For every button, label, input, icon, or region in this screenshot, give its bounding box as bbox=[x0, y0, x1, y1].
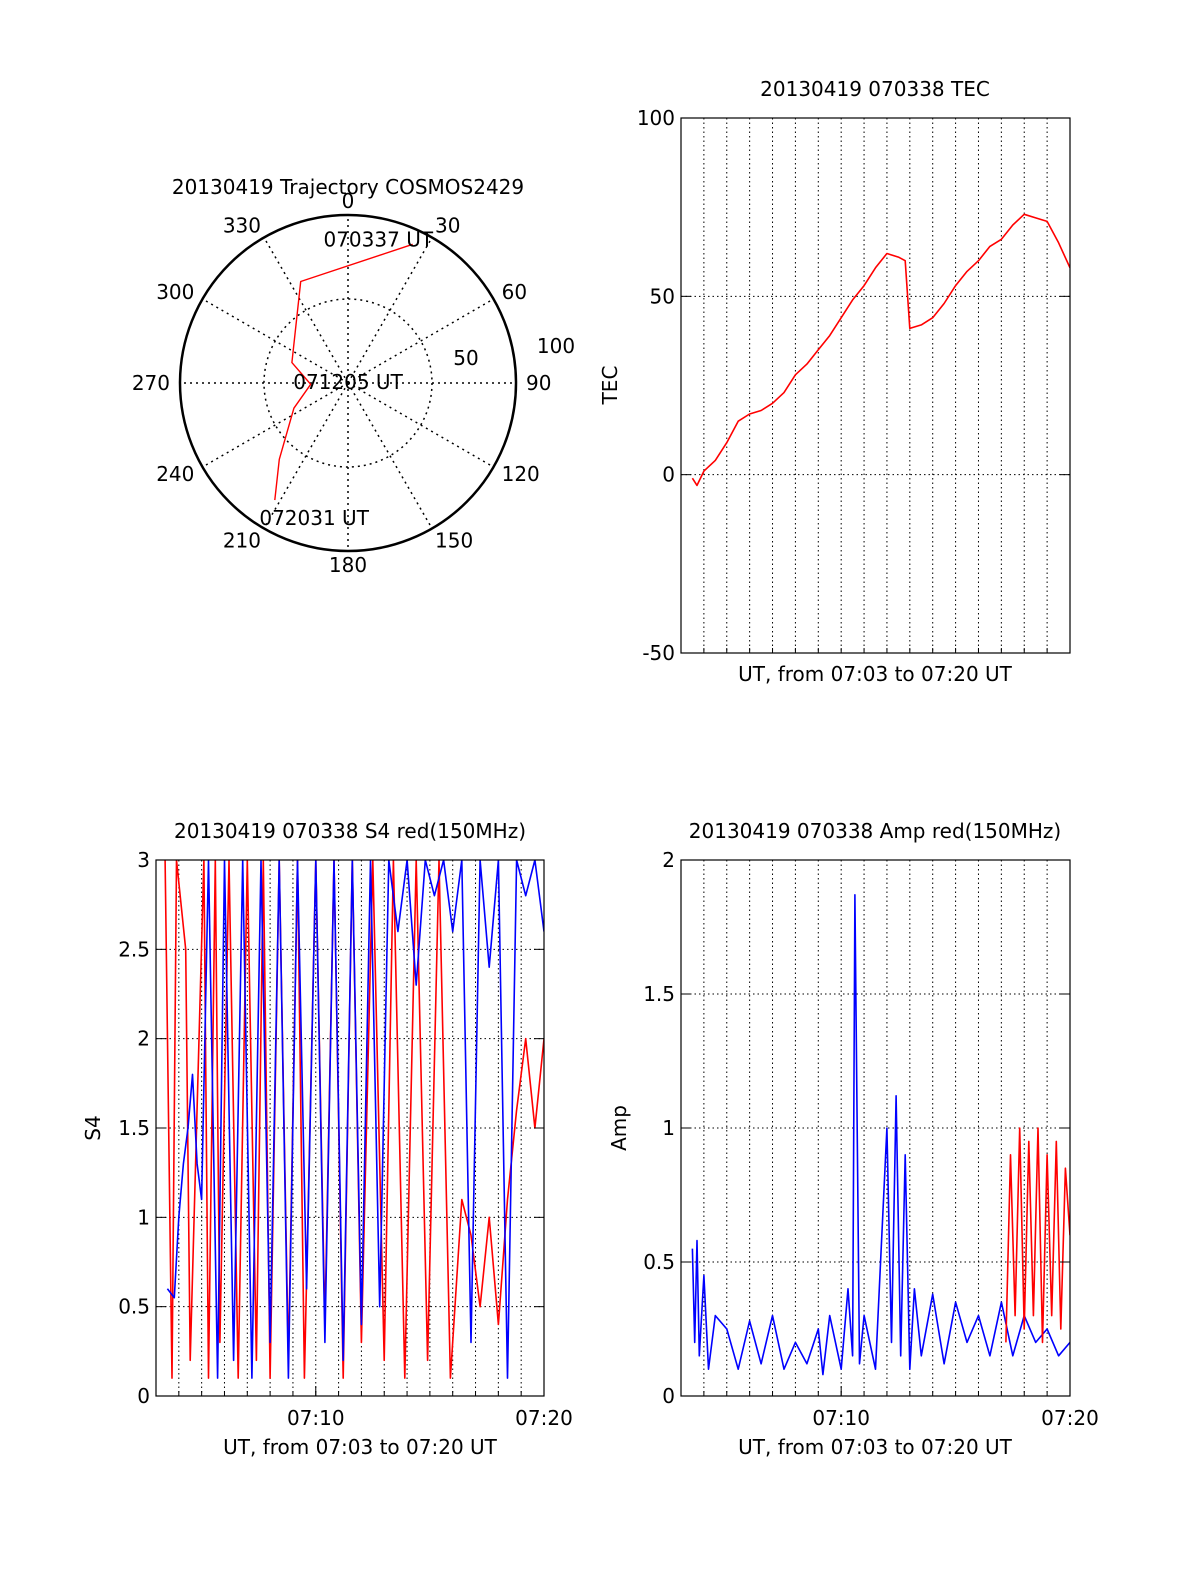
polar-spoke bbox=[347, 298, 494, 384]
tec-title: 20130419 070338 TEC bbox=[760, 77, 990, 101]
amp-panel: 20130419 070338 Amp red(150MHz) UT, from… bbox=[607, 819, 1099, 1459]
trajectory-annotation: 072031 UT bbox=[259, 506, 369, 530]
radial-label: 100 bbox=[537, 334, 575, 358]
y-tick-label: 2 bbox=[662, 848, 675, 872]
polar-spoke bbox=[347, 382, 494, 468]
tec-xlabel: UT, from 07:03 to 07:20 UT bbox=[738, 662, 1013, 686]
tec-ylabel: TEC bbox=[598, 366, 622, 406]
y-tick-label: 0 bbox=[137, 1384, 150, 1408]
series-line-0 bbox=[691, 213, 1070, 487]
y-tick-label: 2.5 bbox=[118, 937, 150, 961]
azimuth-label: 0 bbox=[342, 189, 355, 213]
x-tick-label: 07:20 bbox=[515, 1406, 573, 1430]
polar-spoke bbox=[347, 382, 433, 529]
polar-frame bbox=[178, 213, 518, 553]
series-line-1 bbox=[166, 860, 544, 1379]
azimuth-label: 90 bbox=[526, 371, 551, 395]
azimuth-label: 240 bbox=[156, 462, 194, 486]
y-tick-label: 0 bbox=[662, 463, 675, 487]
azimuth-label: 60 bbox=[502, 280, 527, 304]
tec-panel: 20130419 070338 TEC UT, from 07:03 to 07… bbox=[598, 77, 1071, 686]
polar-spoke bbox=[202, 298, 349, 384]
y-tick-label: 1.5 bbox=[118, 1116, 150, 1140]
polar-spoke bbox=[347, 237, 433, 384]
amp-ylabel: Amp bbox=[607, 1105, 631, 1151]
azimuth-label: 300 bbox=[156, 280, 194, 304]
s4-title: 20130419 070338 S4 red(150MHz) bbox=[174, 819, 526, 843]
y-tick-label: 50 bbox=[650, 284, 675, 308]
polar-spoke bbox=[202, 382, 349, 468]
y-tick-label: 1 bbox=[137, 1205, 150, 1229]
azimuth-label: 330 bbox=[223, 213, 261, 237]
plot-frame bbox=[680, 117, 1071, 654]
trajectory-annotation: 070337 UT bbox=[323, 228, 433, 252]
azimuth-label: 210 bbox=[223, 529, 261, 553]
radial-label: 50 bbox=[453, 346, 478, 370]
y-tick-label: 1 bbox=[662, 1116, 675, 1140]
series-line-0 bbox=[691, 894, 1070, 1376]
s4-panel: 20130419 070338 S4 red(150MHz) UT, from … bbox=[81, 819, 573, 1459]
s4-xlabel: UT, from 07:03 to 07:20 UT bbox=[223, 1435, 498, 1459]
amp-xlabel: UT, from 07:03 to 07:20 UT bbox=[738, 1435, 1013, 1459]
y-tick-label: 0 bbox=[662, 1384, 675, 1408]
y-tick-label: 1.5 bbox=[643, 982, 675, 1006]
s4-ylabel: S4 bbox=[81, 1115, 105, 1140]
series-line-0 bbox=[164, 860, 544, 1379]
polar-spoke bbox=[263, 237, 349, 384]
x-tick-label: 07:10 bbox=[287, 1406, 345, 1430]
trajectory-polar-panel: 20130419 Trajectory COSMOS2429 0 30 60 90 12… bbox=[132, 175, 575, 577]
amp-title: 20130419 070338 Amp red(150MHz) bbox=[689, 819, 1061, 843]
polar-spoke bbox=[263, 382, 349, 529]
y-tick-label: 3 bbox=[137, 848, 150, 872]
azimuth-label: 30 bbox=[435, 213, 460, 237]
y-tick-label: -50 bbox=[642, 641, 675, 665]
azimuth-label: 180 bbox=[329, 553, 367, 577]
x-tick-label: 07:10 bbox=[812, 1406, 870, 1430]
trajectory-line bbox=[274, 243, 413, 501]
x-tick-label: 07:20 bbox=[1041, 1406, 1099, 1430]
azimuth-label: 120 bbox=[502, 462, 540, 486]
trajectory-title: 20130419 Trajectory COSMOS2429 bbox=[172, 175, 524, 199]
azimuth-label: 270 bbox=[132, 371, 170, 395]
series-line-1 bbox=[1005, 1127, 1070, 1344]
y-tick-label: 0.5 bbox=[118, 1295, 150, 1319]
y-tick-label: 2 bbox=[137, 1027, 150, 1051]
trajectory-annotation: 071205 UT bbox=[293, 370, 403, 394]
y-tick-label: 0.5 bbox=[643, 1250, 675, 1274]
azimuth-label: 150 bbox=[435, 529, 473, 553]
y-tick-label: 100 bbox=[637, 106, 675, 130]
